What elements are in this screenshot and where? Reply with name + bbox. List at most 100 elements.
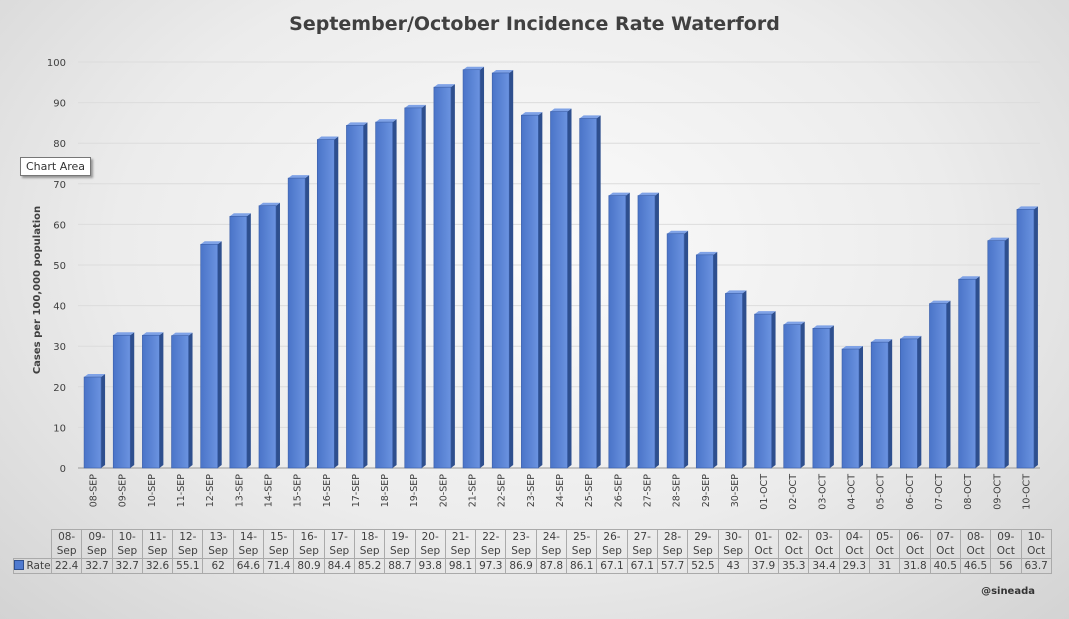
- data-table: 08- Sep 09- Sep 10- Sep 11- Sep 12- Sep 13- Sep 14- S…: [13, 529, 1052, 574]
- table-value-cell: 31.8: [899, 558, 931, 574]
- table-value-cell: 34.4: [808, 558, 840, 574]
- bar-side: [101, 374, 106, 468]
- bar-top: [346, 122, 368, 126]
- bar-top: [608, 192, 630, 196]
- table-value-cell: 35.3: [778, 558, 810, 574]
- y-tick-label: 100: [47, 58, 66, 69]
- x-tick-label: 01-OCT: [759, 474, 770, 510]
- table-value-cell: 67.1: [626, 558, 658, 574]
- bar: [550, 111, 568, 469]
- x-tick-label: 27-SEP: [642, 474, 653, 508]
- table-header-cell: 14- Sep: [232, 529, 265, 559]
- table-header-cell: 24- Sep: [535, 529, 568, 559]
- table-header-cell: 03- Oct: [808, 529, 840, 559]
- bar-side: [188, 332, 193, 468]
- bar-top: [725, 290, 747, 294]
- bar-top: [200, 241, 222, 245]
- x-tick-label: 24-SEP: [555, 474, 566, 508]
- bar-side: [596, 115, 601, 469]
- y-tick-label: 80: [53, 139, 66, 150]
- x-tick-label: 12-SEP: [205, 474, 216, 508]
- bar: [375, 121, 393, 469]
- bar: [841, 348, 860, 469]
- y-tick-label: 50: [53, 261, 66, 272]
- table-header-cell: 19- Sep: [384, 529, 416, 559]
- table-header-cell: 25- Sep: [566, 529, 598, 559]
- bar-top: [375, 119, 397, 123]
- bar: [316, 139, 335, 469]
- bar-side: [888, 339, 893, 468]
- x-tick-label: 30-SEP: [730, 474, 741, 508]
- x-tick-label: 15-SEP: [293, 474, 304, 508]
- bar: [142, 334, 160, 469]
- bar-side: [246, 213, 251, 468]
- table-header-cell: 28- Sep: [656, 529, 689, 559]
- y-tick-label: 70: [53, 180, 66, 191]
- y-axis-title: Cases per 100,000 population: [32, 206, 43, 374]
- y-tick-label: 10: [53, 423, 66, 434]
- table-header-cell: 04- Oct: [838, 529, 871, 559]
- bar-side: [742, 290, 747, 468]
- bar: [783, 324, 802, 469]
- bar-top: [754, 311, 776, 315]
- table-header-cell: 22- Sep: [475, 529, 507, 559]
- x-tick-label: 03-OCT: [817, 474, 828, 510]
- bar-side: [859, 346, 864, 468]
- x-tick-label: 25-SEP: [584, 474, 595, 508]
- bar: [812, 328, 831, 469]
- bar-side: [509, 69, 514, 468]
- table-value-cell: 85.2: [353, 558, 386, 574]
- bar-top: [900, 335, 922, 339]
- table-header-cell: 18- Sep: [353, 529, 386, 559]
- x-tick-label: 16-SEP: [322, 474, 333, 508]
- bar: [258, 205, 277, 469]
- table-value-cell: 62: [202, 558, 234, 574]
- table-value-cell: 97.3: [475, 558, 507, 574]
- x-tick-label: 28-SEP: [672, 474, 683, 508]
- x-tick-label: 26-SEP: [613, 474, 624, 508]
- bar-top: [463, 66, 485, 70]
- bar: [666, 233, 685, 469]
- bar-top: [579, 115, 601, 119]
- bar: [900, 338, 918, 469]
- chart-plot[interactable]: 0 10 20 30 40 50 60 70 80 90 100 Cases per 100,000 …: [0, 0, 1069, 530]
- table-header-cell: 27- Sep: [626, 529, 658, 559]
- bar: [404, 107, 423, 469]
- table-value-cell: 31: [869, 558, 901, 574]
- chart-area-tooltip: Chart Area: [20, 157, 92, 176]
- x-tick-label: 08-SEP: [89, 474, 100, 508]
- y-tick-label: 0: [60, 464, 66, 475]
- x-tick-label: 19-SEP: [409, 474, 420, 508]
- bar-top: [492, 69, 514, 73]
- bar: [200, 243, 218, 469]
- bar-top: [812, 325, 834, 329]
- table-value-cell: 87.8: [535, 558, 568, 574]
- table-header-cell: 07- Oct: [929, 529, 961, 559]
- bar: [958, 278, 976, 469]
- bar-side: [275, 202, 280, 468]
- bar-side: [305, 175, 310, 468]
- bar: [433, 86, 452, 469]
- bar-side: [450, 84, 455, 468]
- x-tick-label: 11-SEP: [176, 474, 187, 508]
- table-value-cell: 86.9: [505, 558, 537, 574]
- table-header-cell: 13- Sep: [202, 529, 234, 559]
- bar-side: [159, 332, 164, 468]
- bar-top: [288, 175, 310, 179]
- table-value-cell: 86.1: [566, 558, 598, 574]
- bar: [725, 293, 743, 469]
- bar-side: [363, 122, 368, 468]
- table-value-cell: 55.1: [172, 558, 204, 574]
- bar-top: [84, 374, 106, 378]
- bar: [754, 313, 772, 469]
- table-header-cell: 29- Sep: [687, 529, 719, 559]
- table-value-cell: 32.7: [81, 558, 113, 574]
- table-value-cell: 84.4: [323, 558, 355, 574]
- bar-top: [871, 339, 893, 343]
- table-header-cell: 01- Oct: [747, 529, 780, 559]
- table-value-cell: 52.5: [687, 558, 719, 574]
- bar-top: [258, 202, 280, 206]
- table-header-cell: 21- Sep: [444, 529, 477, 559]
- bar: [608, 195, 627, 469]
- x-tick-label: 18-SEP: [380, 474, 391, 508]
